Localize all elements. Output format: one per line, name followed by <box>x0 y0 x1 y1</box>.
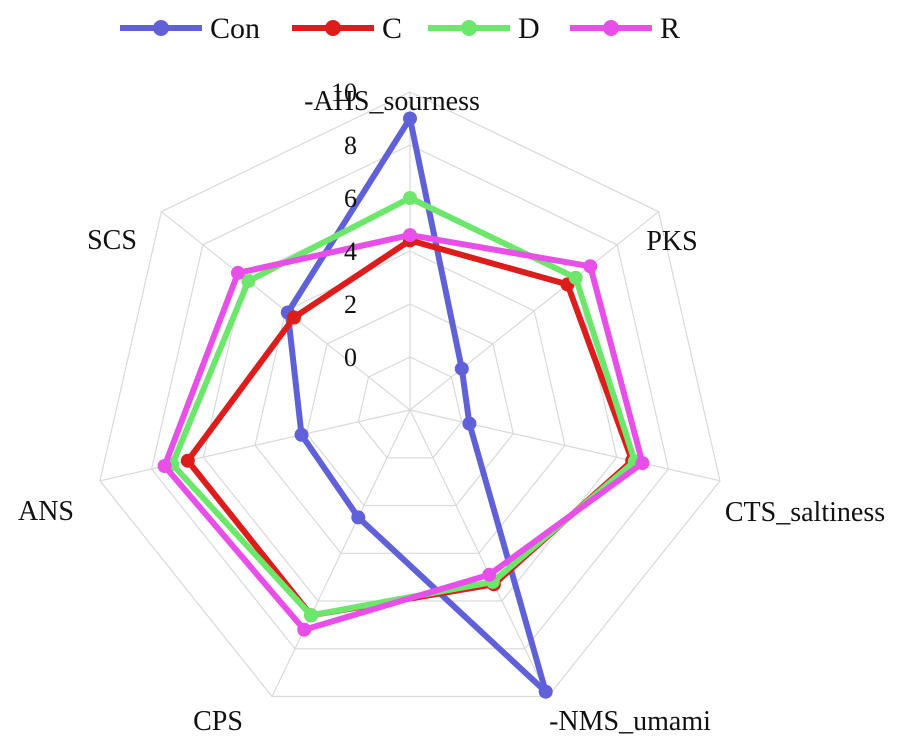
data-point <box>482 567 497 582</box>
data-point <box>157 459 172 473</box>
axis-label: ANS <box>18 496 74 527</box>
data-point <box>403 228 417 243</box>
axis-spoke <box>409 409 549 697</box>
tick-label: 10 <box>331 78 357 107</box>
data-point <box>635 456 650 471</box>
data-point <box>180 453 195 468</box>
data-point <box>304 608 319 623</box>
data-point <box>403 191 417 205</box>
data-point <box>538 684 553 699</box>
legend-marker <box>603 20 619 36</box>
legend-marker <box>153 20 169 36</box>
data-point <box>297 622 312 637</box>
data-point <box>583 259 598 274</box>
axis-labels: -AHS_sourness PKS CTS_saltiness -NMS_umami C… <box>18 86 885 737</box>
legend-marker <box>325 20 341 36</box>
axis-label: CTS_saltiness <box>725 497 885 528</box>
axis-spoke <box>409 409 721 482</box>
tick-label: 4 <box>344 237 357 266</box>
series-r <box>157 228 650 637</box>
data-point <box>241 274 256 289</box>
axis-label: -NMS_umami <box>549 706 711 737</box>
data-point <box>351 510 366 525</box>
tick-label: 8 <box>344 131 357 160</box>
legend-item-d: D <box>428 12 540 45</box>
series-line <box>161 232 646 633</box>
legend-label: D <box>518 12 540 45</box>
series-con <box>280 111 553 699</box>
tick-label: 0 <box>344 343 357 372</box>
legend-label: C <box>382 12 402 45</box>
axis-spoke <box>271 409 411 697</box>
data-point <box>287 310 301 325</box>
grid-ring <box>306 303 514 507</box>
legend: Con C D R <box>120 12 680 45</box>
grid-ring <box>99 91 721 698</box>
legend-item-r: R <box>570 12 680 45</box>
legend-item-con: Con <box>120 12 260 45</box>
series-layer <box>157 111 650 699</box>
axis-label: PKS <box>646 226 697 257</box>
axis-label: SCS <box>87 225 137 256</box>
grid-ring <box>150 144 670 650</box>
axis-spoke <box>409 211 659 411</box>
legend-marker <box>461 20 477 36</box>
axis-label: CPS <box>193 706 243 737</box>
data-point <box>462 416 477 431</box>
grid-ring <box>357 356 463 459</box>
legend-label: Con <box>210 12 260 45</box>
legend-item-c: C <box>292 12 402 45</box>
data-point <box>454 361 469 376</box>
data-point <box>294 427 309 442</box>
tick-labels: 0 2 4 6 8 10 <box>331 78 357 372</box>
data-point <box>568 270 583 285</box>
tick-label: 2 <box>344 290 357 319</box>
series-line <box>284 115 549 695</box>
tick-label: 6 <box>344 184 357 213</box>
data-point <box>403 111 417 126</box>
data-point <box>231 265 245 280</box>
legend-label: R <box>660 12 680 45</box>
axis-spoke <box>99 409 411 482</box>
axis-label: -AHS_sourness <box>304 86 480 117</box>
